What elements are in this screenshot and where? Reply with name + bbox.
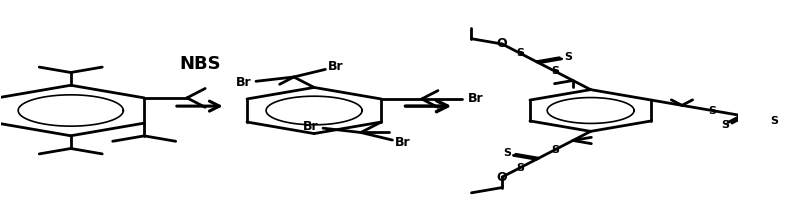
Text: S: S bbox=[709, 106, 717, 116]
Text: S: S bbox=[722, 120, 730, 130]
Text: S: S bbox=[503, 149, 511, 158]
Text: NBS: NBS bbox=[179, 55, 221, 73]
Text: Br: Br bbox=[395, 136, 410, 149]
Text: O: O bbox=[497, 38, 507, 50]
Text: Br: Br bbox=[236, 76, 251, 89]
Text: S: S bbox=[564, 52, 572, 62]
Text: O: O bbox=[497, 171, 507, 183]
Text: Br: Br bbox=[303, 120, 318, 133]
Text: S: S bbox=[551, 66, 559, 76]
Text: S: S bbox=[516, 163, 524, 173]
Text: S: S bbox=[770, 116, 778, 126]
Text: S: S bbox=[516, 48, 524, 58]
Text: Br: Br bbox=[468, 92, 483, 105]
Text: Br: Br bbox=[328, 60, 343, 73]
Text: S: S bbox=[551, 145, 559, 155]
